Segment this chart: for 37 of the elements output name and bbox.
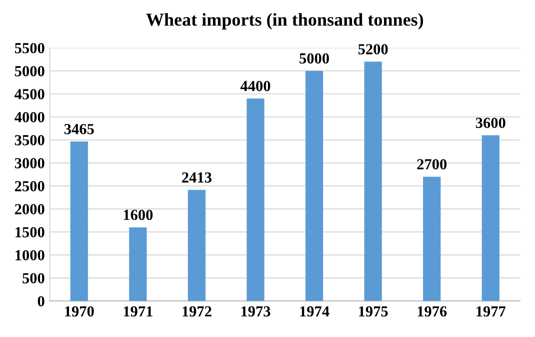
y-tick-label: 3500 (14, 135, 44, 146)
data-label: 5000 (300, 53, 329, 64)
data-label: 1600 (124, 210, 153, 220)
data-label: 2700 (417, 159, 447, 170)
y-tick-label: 2000 (14, 204, 44, 214)
bar (188, 190, 206, 301)
bar (70, 141, 88, 301)
bar (423, 176, 441, 301)
y-tick-label: 3000 (14, 158, 44, 168)
x-tick-label: 1976 (418, 306, 447, 317)
x-tick-label: 1972 (182, 306, 212, 317)
x-tick-label: 1973 (241, 306, 270, 317)
data-label: 3465 (64, 124, 94, 134)
x-tick-label: 1971 (124, 306, 152, 317)
y-tick-label: 5500 (14, 42, 44, 54)
x-tick-label: 1970 (65, 306, 94, 317)
y-tick-label: 5000 (14, 66, 44, 76)
data-label: 3600 (476, 118, 506, 128)
y-tick-label: 2500 (14, 181, 44, 192)
bar (364, 62, 382, 301)
y-tick-label: 4500 (14, 89, 44, 100)
bar (129, 227, 147, 301)
x-tick-label: 1975 (359, 306, 388, 317)
data-label: 2413 (182, 172, 212, 183)
y-tick-label: 500 (22, 273, 44, 284)
y-tick-label: 1500 (16, 227, 44, 238)
bar (246, 98, 264, 301)
y-tick-label: 4000 (14, 112, 44, 122)
bar (305, 70, 324, 301)
x-tick-label: 1974 (300, 306, 330, 317)
data-label: 5200 (358, 44, 388, 54)
data-label: 4400 (240, 80, 270, 92)
x-tick-label: 1977 (476, 306, 506, 317)
y-tick-label: 1000 (16, 250, 44, 260)
y-tick-label: 0 (38, 296, 44, 306)
bar (482, 135, 500, 301)
chart-title: Wheat imports (in thonsand tonnes) (146, 13, 424, 30)
